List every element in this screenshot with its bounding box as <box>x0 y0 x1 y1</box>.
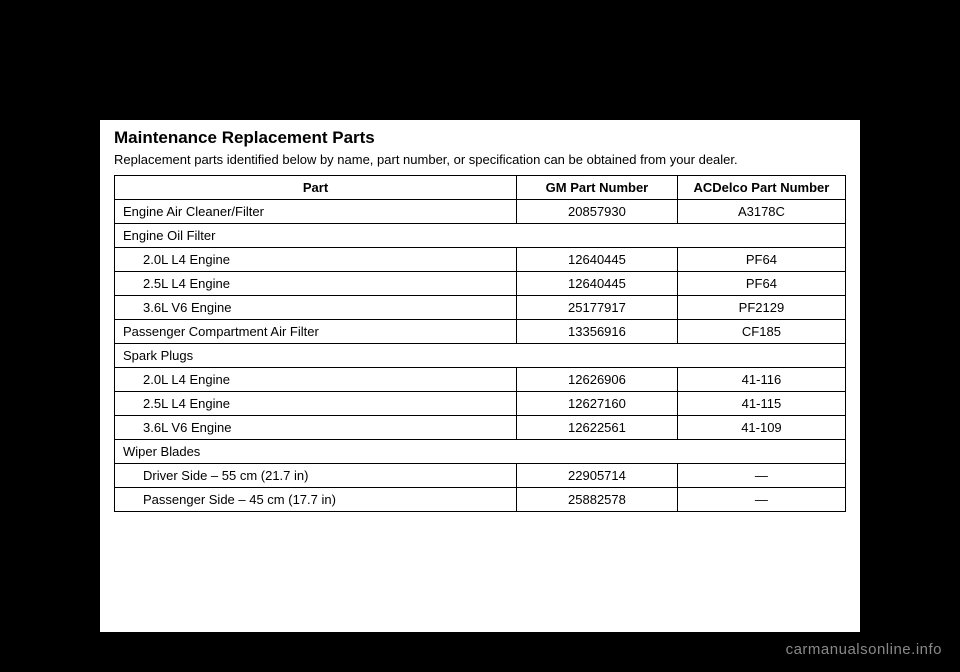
cell-gm: 12622561 <box>517 416 678 440</box>
cell-ac: 41-116 <box>677 368 845 392</box>
table-row: Passenger Compartment Air Filter 1335691… <box>115 320 846 344</box>
cell-ac: PF2129 <box>677 296 845 320</box>
cell-part: Passenger Side – 45 cm (17.7 in) <box>115 488 517 512</box>
cell-section-header: Engine Oil Filter <box>115 224 846 248</box>
cell-section-header: Spark Plugs <box>115 344 846 368</box>
cell-ac: A3178C <box>677 200 845 224</box>
cell-ac: CF185 <box>677 320 845 344</box>
cell-gm: 25177917 <box>517 296 678 320</box>
cell-part: 3.6L V6 Engine <box>115 416 517 440</box>
table-header-row: Part GM Part Number ACDelco Part Number <box>115 176 846 200</box>
cell-gm: 12640445 <box>517 248 678 272</box>
watermark-text: carmanualsonline.info <box>786 641 942 658</box>
cell-ac: PF64 <box>677 248 845 272</box>
cell-gm: 20857930 <box>517 200 678 224</box>
table-row: Engine Oil Filter <box>115 224 846 248</box>
table-row: Wiper Blades <box>115 440 846 464</box>
table-row: 2.5L L4 Engine 12640445 PF64 <box>115 272 846 296</box>
cell-part: 2.0L L4 Engine <box>115 248 517 272</box>
cell-gm: 25882578 <box>517 488 678 512</box>
table-row: 3.6L V6 Engine 12622561 41-109 <box>115 416 846 440</box>
table-row: 3.6L V6 Engine 25177917 PF2129 <box>115 296 846 320</box>
cell-ac: — <box>677 488 845 512</box>
cell-part: Engine Air Cleaner/Filter <box>115 200 517 224</box>
cell-gm: 12627160 <box>517 392 678 416</box>
cell-part: 2.0L L4 Engine <box>115 368 517 392</box>
table-row: Engine Air Cleaner/Filter 20857930 A3178… <box>115 200 846 224</box>
table-row: Spark Plugs <box>115 344 846 368</box>
cell-gm: 13356916 <box>517 320 678 344</box>
col-header-gm: GM Part Number <box>517 176 678 200</box>
parts-table: Part GM Part Number ACDelco Part Number … <box>114 175 846 512</box>
table-row: 2.0L L4 Engine 12640445 PF64 <box>115 248 846 272</box>
cell-gm: 12626906 <box>517 368 678 392</box>
cell-ac: 41-115 <box>677 392 845 416</box>
table-row: Passenger Side – 45 cm (17.7 in) 2588257… <box>115 488 846 512</box>
cell-part: Passenger Compartment Air Filter <box>115 320 517 344</box>
col-header-part: Part <box>115 176 517 200</box>
page-subtitle: Replacement parts identified below by na… <box>114 152 846 167</box>
table-row: 2.0L L4 Engine 12626906 41-116 <box>115 368 846 392</box>
cell-part: 3.6L V6 Engine <box>115 296 517 320</box>
cell-section-header: Wiper Blades <box>115 440 846 464</box>
page-title: Maintenance Replacement Parts <box>114 128 846 148</box>
table-row: 2.5L L4 Engine 12627160 41-115 <box>115 392 846 416</box>
cell-part: Driver Side – 55 cm (21.7 in) <box>115 464 517 488</box>
cell-gm: 22905714 <box>517 464 678 488</box>
col-header-ac: ACDelco Part Number <box>677 176 845 200</box>
cell-part: 2.5L L4 Engine <box>115 272 517 296</box>
cell-gm: 12640445 <box>517 272 678 296</box>
manual-page: Maintenance Replacement Parts Replacemen… <box>100 120 860 632</box>
table-row: Driver Side – 55 cm (21.7 in) 22905714 — <box>115 464 846 488</box>
cell-ac: 41-109 <box>677 416 845 440</box>
cell-ac: PF64 <box>677 272 845 296</box>
cell-ac: — <box>677 464 845 488</box>
cell-part: 2.5L L4 Engine <box>115 392 517 416</box>
